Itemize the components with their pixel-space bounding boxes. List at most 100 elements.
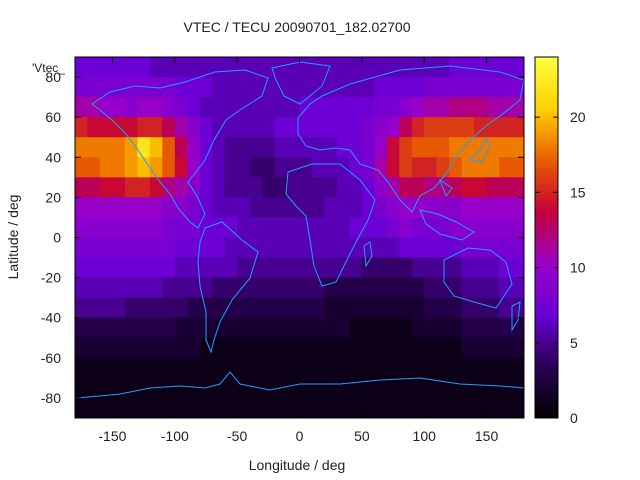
coastline-africa [285, 163, 376, 287]
heatmap-cell [299, 397, 313, 418]
coastline-greenland [271, 61, 331, 105]
heatmap-cell [99, 137, 114, 158]
heatmap-cell [199, 257, 213, 279]
heatmap-cell [486, 57, 500, 78]
heatmap-cell [137, 297, 151, 319]
heatmap-cell [187, 397, 201, 418]
heatmap-cell [474, 57, 488, 78]
heatmap-cell [461, 177, 475, 198]
heatmap-cell [149, 257, 163, 279]
heatmap-cell [174, 237, 188, 259]
y-tick-label: 80 [45, 69, 61, 85]
heatmap-cell [336, 157, 350, 178]
heatmap-cell [374, 397, 388, 418]
heatmap-cell [486, 277, 500, 299]
heatmap-cell [436, 77, 450, 98]
heatmap-cell [112, 397, 126, 418]
heatmap-cell [449, 337, 463, 359]
heatmap-cell [262, 357, 276, 379]
heatmap-cell [311, 117, 326, 138]
colorbar-tick-label: 5 [570, 335, 578, 351]
heatmap-cell [212, 57, 226, 78]
heatmap-cell [336, 137, 350, 158]
heatmap-cell [411, 57, 425, 78]
heatmap-cell [87, 377, 101, 399]
x-tick-label: -50 [227, 428, 247, 444]
heatmap-cell [249, 397, 263, 418]
heatmap-cell [424, 177, 438, 198]
heatmap-cell [99, 257, 114, 279]
heatmap-cell [99, 337, 114, 359]
heatmap-cell [137, 137, 151, 158]
heatmap-cell [75, 157, 89, 178]
heatmap-cell [349, 97, 363, 118]
colorbar-ticks: 0 5 10 15 20 [535, 109, 586, 426]
heatmap-cell [199, 197, 213, 219]
heatmap-cell [449, 197, 463, 219]
heatmap-cell [124, 257, 138, 279]
heatmap-cell [411, 257, 425, 279]
heatmap-cell [99, 357, 114, 379]
heatmap-cell [299, 317, 313, 339]
heatmap-cell [287, 277, 301, 299]
heatmap-cell [262, 77, 276, 98]
heatmap-cell [299, 217, 313, 239]
heatmap-cell [249, 357, 263, 379]
heatmap-cell [162, 277, 176, 299]
heatmap-cell [374, 197, 388, 219]
heatmap-cell [124, 357, 138, 379]
colorbar-tick-label: 0 [570, 410, 578, 426]
heatmap-cell [87, 77, 101, 98]
heatmap-cell [424, 77, 438, 98]
heatmap-cell [361, 357, 375, 379]
heatmap-cell [237, 317, 251, 339]
heatmap-cell [461, 257, 475, 279]
heatmap-cell [174, 317, 188, 339]
heatmap-cell [411, 177, 425, 198]
heatmap-cell [262, 377, 276, 399]
heatmap-cell [112, 157, 126, 178]
heatmap-cell [237, 297, 251, 319]
heatmap-cell [249, 217, 263, 239]
heatmap-cell [399, 217, 413, 239]
heatmap-cell [424, 297, 438, 319]
heatmap-cell [386, 237, 400, 259]
heatmap-cell [87, 357, 101, 379]
heatmap-cell [436, 337, 450, 359]
heatmap-cell [474, 337, 488, 359]
heatmap-cell [149, 137, 163, 158]
heatmap-cell [162, 77, 176, 98]
heatmap-cell [486, 297, 500, 319]
heatmap-cell [386, 117, 400, 138]
heatmap-cell [449, 357, 463, 379]
heatmap-cell [461, 77, 475, 98]
heatmap-cell [399, 377, 413, 399]
coastline-se-asia-islands [419, 178, 475, 241]
coastline-north-america [91, 69, 269, 229]
heatmap-cell [162, 297, 176, 319]
heatmap-cell [124, 217, 138, 239]
heatmap-cell [224, 357, 238, 379]
heatmap-cell [137, 157, 151, 178]
heatmap-cell [424, 117, 438, 138]
heatmap-cell [411, 377, 425, 399]
heatmap-cell [486, 317, 500, 339]
heatmap-cell [399, 117, 413, 138]
heatmap-cell [399, 77, 413, 98]
heatmap-cell [137, 237, 151, 259]
heatmap-cell [374, 297, 388, 319]
heatmap-cell [199, 277, 213, 299]
heatmap-cell [411, 297, 425, 319]
heatmap-cell [224, 397, 238, 418]
heatmap-cell [486, 97, 500, 118]
heatmap-cell [149, 117, 163, 138]
heatmap-cell [87, 117, 101, 138]
heatmap-cell [299, 377, 313, 399]
heatmap-cell [361, 157, 375, 178]
heatmap-cell [349, 197, 363, 219]
heatmap-cell [249, 137, 263, 158]
heatmap-cell [461, 377, 475, 399]
heatmap-cell [424, 357, 438, 379]
heatmap-cell [124, 97, 138, 118]
heatmap-cell [249, 177, 263, 198]
